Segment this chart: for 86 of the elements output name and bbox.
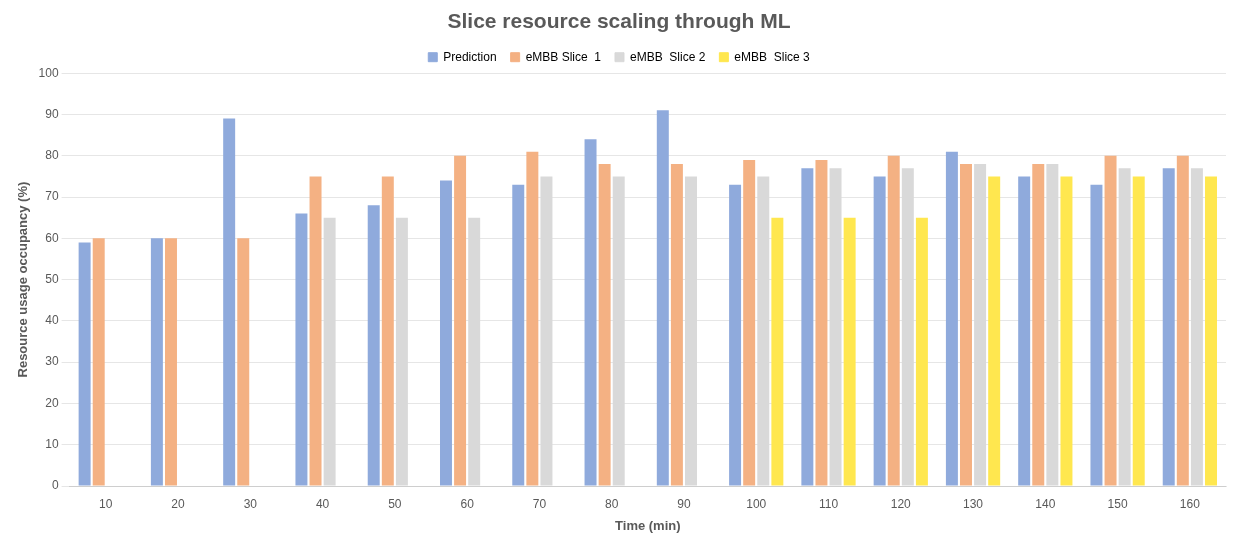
bar (1176, 155, 1189, 486)
bar (915, 217, 928, 486)
y-tick-label: 50 (45, 271, 59, 286)
bar (685, 176, 697, 486)
bar (1090, 184, 1103, 486)
y-tick-label: 90 (45, 106, 59, 121)
bar (670, 164, 683, 486)
bar (367, 205, 380, 486)
x-axis-title: Time (min) (615, 517, 681, 533)
bar (1104, 155, 1117, 486)
bar (729, 184, 742, 486)
bar (1032, 164, 1045, 486)
x-tick-label: 130 (963, 496, 984, 511)
x-tick-label: 150 (1107, 496, 1128, 511)
bar (612, 176, 625, 486)
y-tick-label: 70 (45, 189, 59, 204)
y-tick-label: 40 (45, 313, 59, 328)
bar (165, 238, 177, 486)
bar (801, 168, 814, 486)
bar (92, 238, 105, 486)
bar (901, 168, 914, 486)
x-tick-label: 140 (1035, 496, 1056, 511)
bar (656, 110, 669, 486)
y-tick-label: 10 (45, 437, 59, 452)
bar (512, 184, 525, 486)
y-tick-label: 80 (45, 148, 59, 163)
bar (440, 180, 452, 486)
bar (1046, 164, 1059, 486)
bar (223, 118, 236, 486)
x-tick-label: 30 (243, 496, 258, 511)
y-tick-label: 100 (38, 65, 59, 80)
bar (1190, 168, 1203, 486)
bar (960, 164, 972, 486)
bar (78, 242, 91, 486)
bar (526, 151, 539, 486)
bar (584, 139, 597, 486)
legend-label: eMBB Slice 1 (525, 49, 602, 64)
x-tick-label: 120 (890, 496, 912, 511)
bar (974, 164, 987, 486)
x-tick-label: 20 (171, 496, 186, 511)
y-tick-label: 20 (45, 395, 59, 410)
bar (598, 164, 611, 486)
x-tick-label: 10 (99, 496, 113, 511)
x-tick-label: 40 (315, 496, 330, 511)
bar (1018, 176, 1031, 486)
x-tick-label: 160 (1179, 496, 1201, 511)
bar (743, 159, 756, 486)
legend-label: Prediction (443, 49, 497, 64)
bar (815, 159, 828, 486)
bar (381, 176, 394, 486)
legend-label: eMBB Slice 2 (630, 49, 706, 64)
x-tick-label: 80 (604, 496, 619, 511)
bar (237, 238, 250, 486)
bar (1205, 176, 1217, 486)
bar (843, 217, 856, 486)
bar (395, 217, 408, 486)
bar (829, 168, 842, 486)
x-tick-label: 60 (460, 496, 475, 511)
bar (150, 238, 163, 486)
bar (988, 176, 1001, 486)
bar (454, 155, 467, 486)
x-tick-label: 70 (532, 496, 547, 511)
x-tick-label: 100 (746, 496, 767, 511)
bar (323, 217, 336, 486)
bar (1132, 176, 1145, 486)
y-tick-label: 0 (51, 478, 59, 493)
chart-title: Slice resource scaling through ML (447, 9, 791, 33)
bar (887, 155, 900, 486)
y-tick-label: 60 (45, 230, 59, 245)
legend-label: eMBB Slice 3 (734, 49, 811, 64)
x-tick-label: 110 (818, 496, 839, 511)
bar (1118, 168, 1131, 486)
bar (1060, 176, 1073, 486)
bar (309, 176, 322, 486)
bar (771, 217, 784, 486)
x-tick-label: 90 (677, 496, 691, 511)
y-axis-title: Resource usage occupancy (%) (15, 181, 31, 378)
bar (295, 213, 308, 486)
bar (873, 176, 886, 486)
bar (468, 217, 481, 486)
bar (757, 176, 770, 486)
bar (945, 151, 958, 486)
bar (1162, 168, 1175, 486)
x-tick-label: 50 (388, 496, 402, 511)
bar (540, 176, 553, 486)
y-tick-label: 30 (45, 354, 59, 369)
